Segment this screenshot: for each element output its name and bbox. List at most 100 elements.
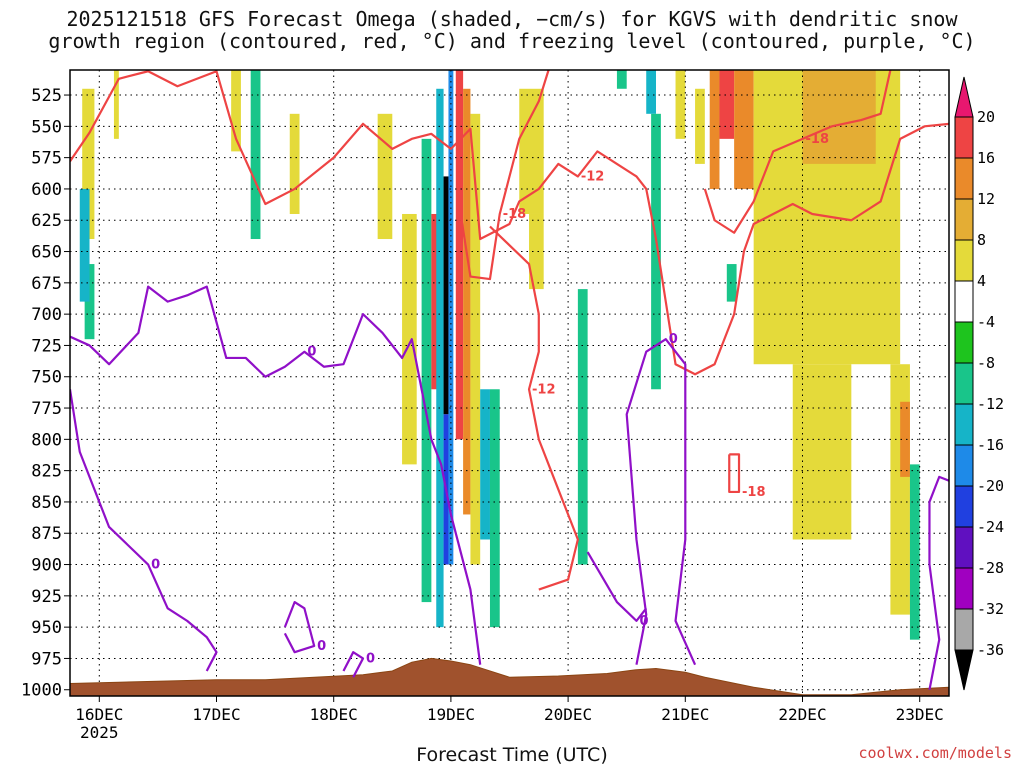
omega-cell-32 [802, 70, 876, 164]
omega-cell-8 [402, 213, 417, 465]
colorbar-box-2 [954, 198, 974, 241]
y-tick-label-975: 975 [31, 649, 62, 669]
x-tick-label-22DEC: 22DEC [778, 705, 826, 724]
x-tick-label-16DEC: 16DEC [75, 705, 123, 724]
colorbar-box-10 [954, 526, 974, 569]
colorbar-label-4: 4 [977, 272, 986, 290]
y-tick-label-900: 900 [31, 556, 62, 576]
omega-cell-20 [519, 88, 544, 214]
colorbar-box-1 [954, 157, 974, 200]
omega-cell-18 [480, 389, 490, 540]
omega-cell-12 [443, 176, 449, 415]
freezing-contour-1 [70, 389, 218, 672]
x-axis-title: Forecast Time (UTC) [416, 744, 608, 766]
chart-title-line-1: 2025121518 GFS Forecast Omega (shaded, −… [66, 7, 958, 31]
colorbar-box-3 [954, 239, 974, 282]
colorbar-box-9 [954, 485, 974, 528]
omega-cell-14 [448, 70, 454, 565]
y-tick-label-1000: 1000 [21, 681, 62, 701]
dgz-contour-1 [489, 225, 579, 591]
x-tick-label-21DEC: 21DEC [661, 705, 709, 724]
omega-cell-11 [436, 88, 444, 628]
freezing-contour-label-5: 0 [639, 614, 648, 629]
omega-cell-29 [719, 70, 735, 139]
colorbar-label-1: 16 [977, 149, 995, 167]
y-tick-label-700: 700 [31, 305, 62, 325]
dgz-contour-label-0: -12 [581, 169, 605, 184]
omega-cell-2 [79, 188, 90, 302]
freezing-contour-3 [342, 651, 365, 678]
x-tick-label-20DEC: 20DEC [544, 705, 592, 724]
omega-cell-35 [900, 401, 910, 477]
omega-cell-26 [675, 70, 686, 139]
omega-cell-17 [470, 113, 481, 565]
colorbar-box-7 [954, 403, 974, 446]
omega-cell-27 [695, 88, 705, 164]
colorbar-label-2: 12 [977, 190, 995, 208]
terrain-fill [70, 657, 949, 696]
colorbar-box-6 [954, 362, 974, 405]
omega-cell-3 [113, 70, 119, 139]
omega-cell-33 [792, 364, 852, 540]
y-tick-label-725: 725 [31, 336, 62, 356]
y-tick-label-750: 750 [31, 368, 62, 388]
y-tick-label-550: 550 [31, 117, 62, 137]
colorbar-label-7: -12 [977, 395, 1004, 413]
omega-cell-9 [421, 138, 432, 603]
y-tick-label-525: 525 [31, 86, 62, 106]
omega-cell-21 [529, 213, 544, 290]
colorbar-label-5: -4 [977, 313, 995, 331]
colorbar-bottom-arrow [954, 649, 974, 691]
omega-cell-16 [463, 88, 471, 515]
grid [70, 70, 949, 696]
x-tick-label-17DEC: 17DEC [192, 705, 240, 724]
y-tick-label-625: 625 [31, 211, 62, 231]
dgz-contour-label-1: -12 [532, 382, 556, 397]
y-tick-label-925: 925 [31, 587, 62, 607]
omega-cell-15 [455, 70, 464, 440]
colorbar-top-arrow [954, 76, 974, 118]
omega-cell-5 [250, 70, 261, 240]
colorbar-box-0 [954, 116, 974, 159]
omega-cell-36 [909, 464, 920, 640]
colorbar-box-4 [954, 280, 974, 323]
credit-link[interactable]: coolwx.com/models [858, 744, 1012, 762]
y-tick-label-775: 775 [31, 399, 62, 419]
omega-cell-23 [616, 70, 627, 89]
colorbar-box-12 [954, 608, 974, 651]
colorbar-label-13: -36 [977, 641, 1004, 659]
contour-lines: -12-12-18-18-180000000 [70, 70, 949, 690]
colorbar-label-10: -24 [977, 518, 1004, 536]
omega-cell-30 [734, 70, 754, 189]
dgz-contour-label-2: -18 [503, 207, 527, 222]
freezing-contour-label-4: 0 [669, 332, 678, 347]
colorbar: 20 16 12 8 4 -4 -8 -12 -16 -20 -24 -28 -32 -36 [954, 76, 1004, 691]
dgz-contour-4 [728, 453, 741, 494]
omega-cell-10 [431, 213, 439, 390]
omega-cell-19 [489, 389, 500, 628]
freezing-contour-label-1: 0 [151, 558, 160, 573]
colorbar-box-8 [954, 444, 974, 487]
y-tick-label-875: 875 [31, 524, 62, 544]
dgz-contour-3 [703, 70, 892, 234]
freezing-contour-4 [625, 338, 697, 666]
dgz-contour-label-3: -18 [806, 132, 830, 147]
freezing-contour-label-3: 0 [366, 651, 375, 666]
y-tick-label-575: 575 [31, 149, 62, 169]
x-tick-label-19DEC: 19DEC [427, 705, 475, 724]
y-tick-label-650: 650 [31, 243, 62, 263]
x-tick-label-18DEC: 18DEC [310, 705, 358, 724]
plot-frame [69, 69, 950, 697]
freezing-contour-6 [928, 475, 949, 690]
colorbar-label-3: 8 [977, 231, 986, 249]
colorbar-label-0: 20 [977, 108, 995, 126]
freezing-contour-label-2: 0 [317, 639, 326, 654]
omega-cell-6 [289, 113, 300, 214]
freezing-contour-5 [586, 551, 648, 622]
y-axis: 525 550 575 600 625 650 675 700 725 750 775 800 825 8… [21, 86, 70, 701]
chart-title-line-2: growth region (contoured, red, °C) and f… [48, 29, 976, 53]
freezing-contour-0 [70, 285, 482, 665]
colorbar-box-11 [954, 567, 974, 610]
